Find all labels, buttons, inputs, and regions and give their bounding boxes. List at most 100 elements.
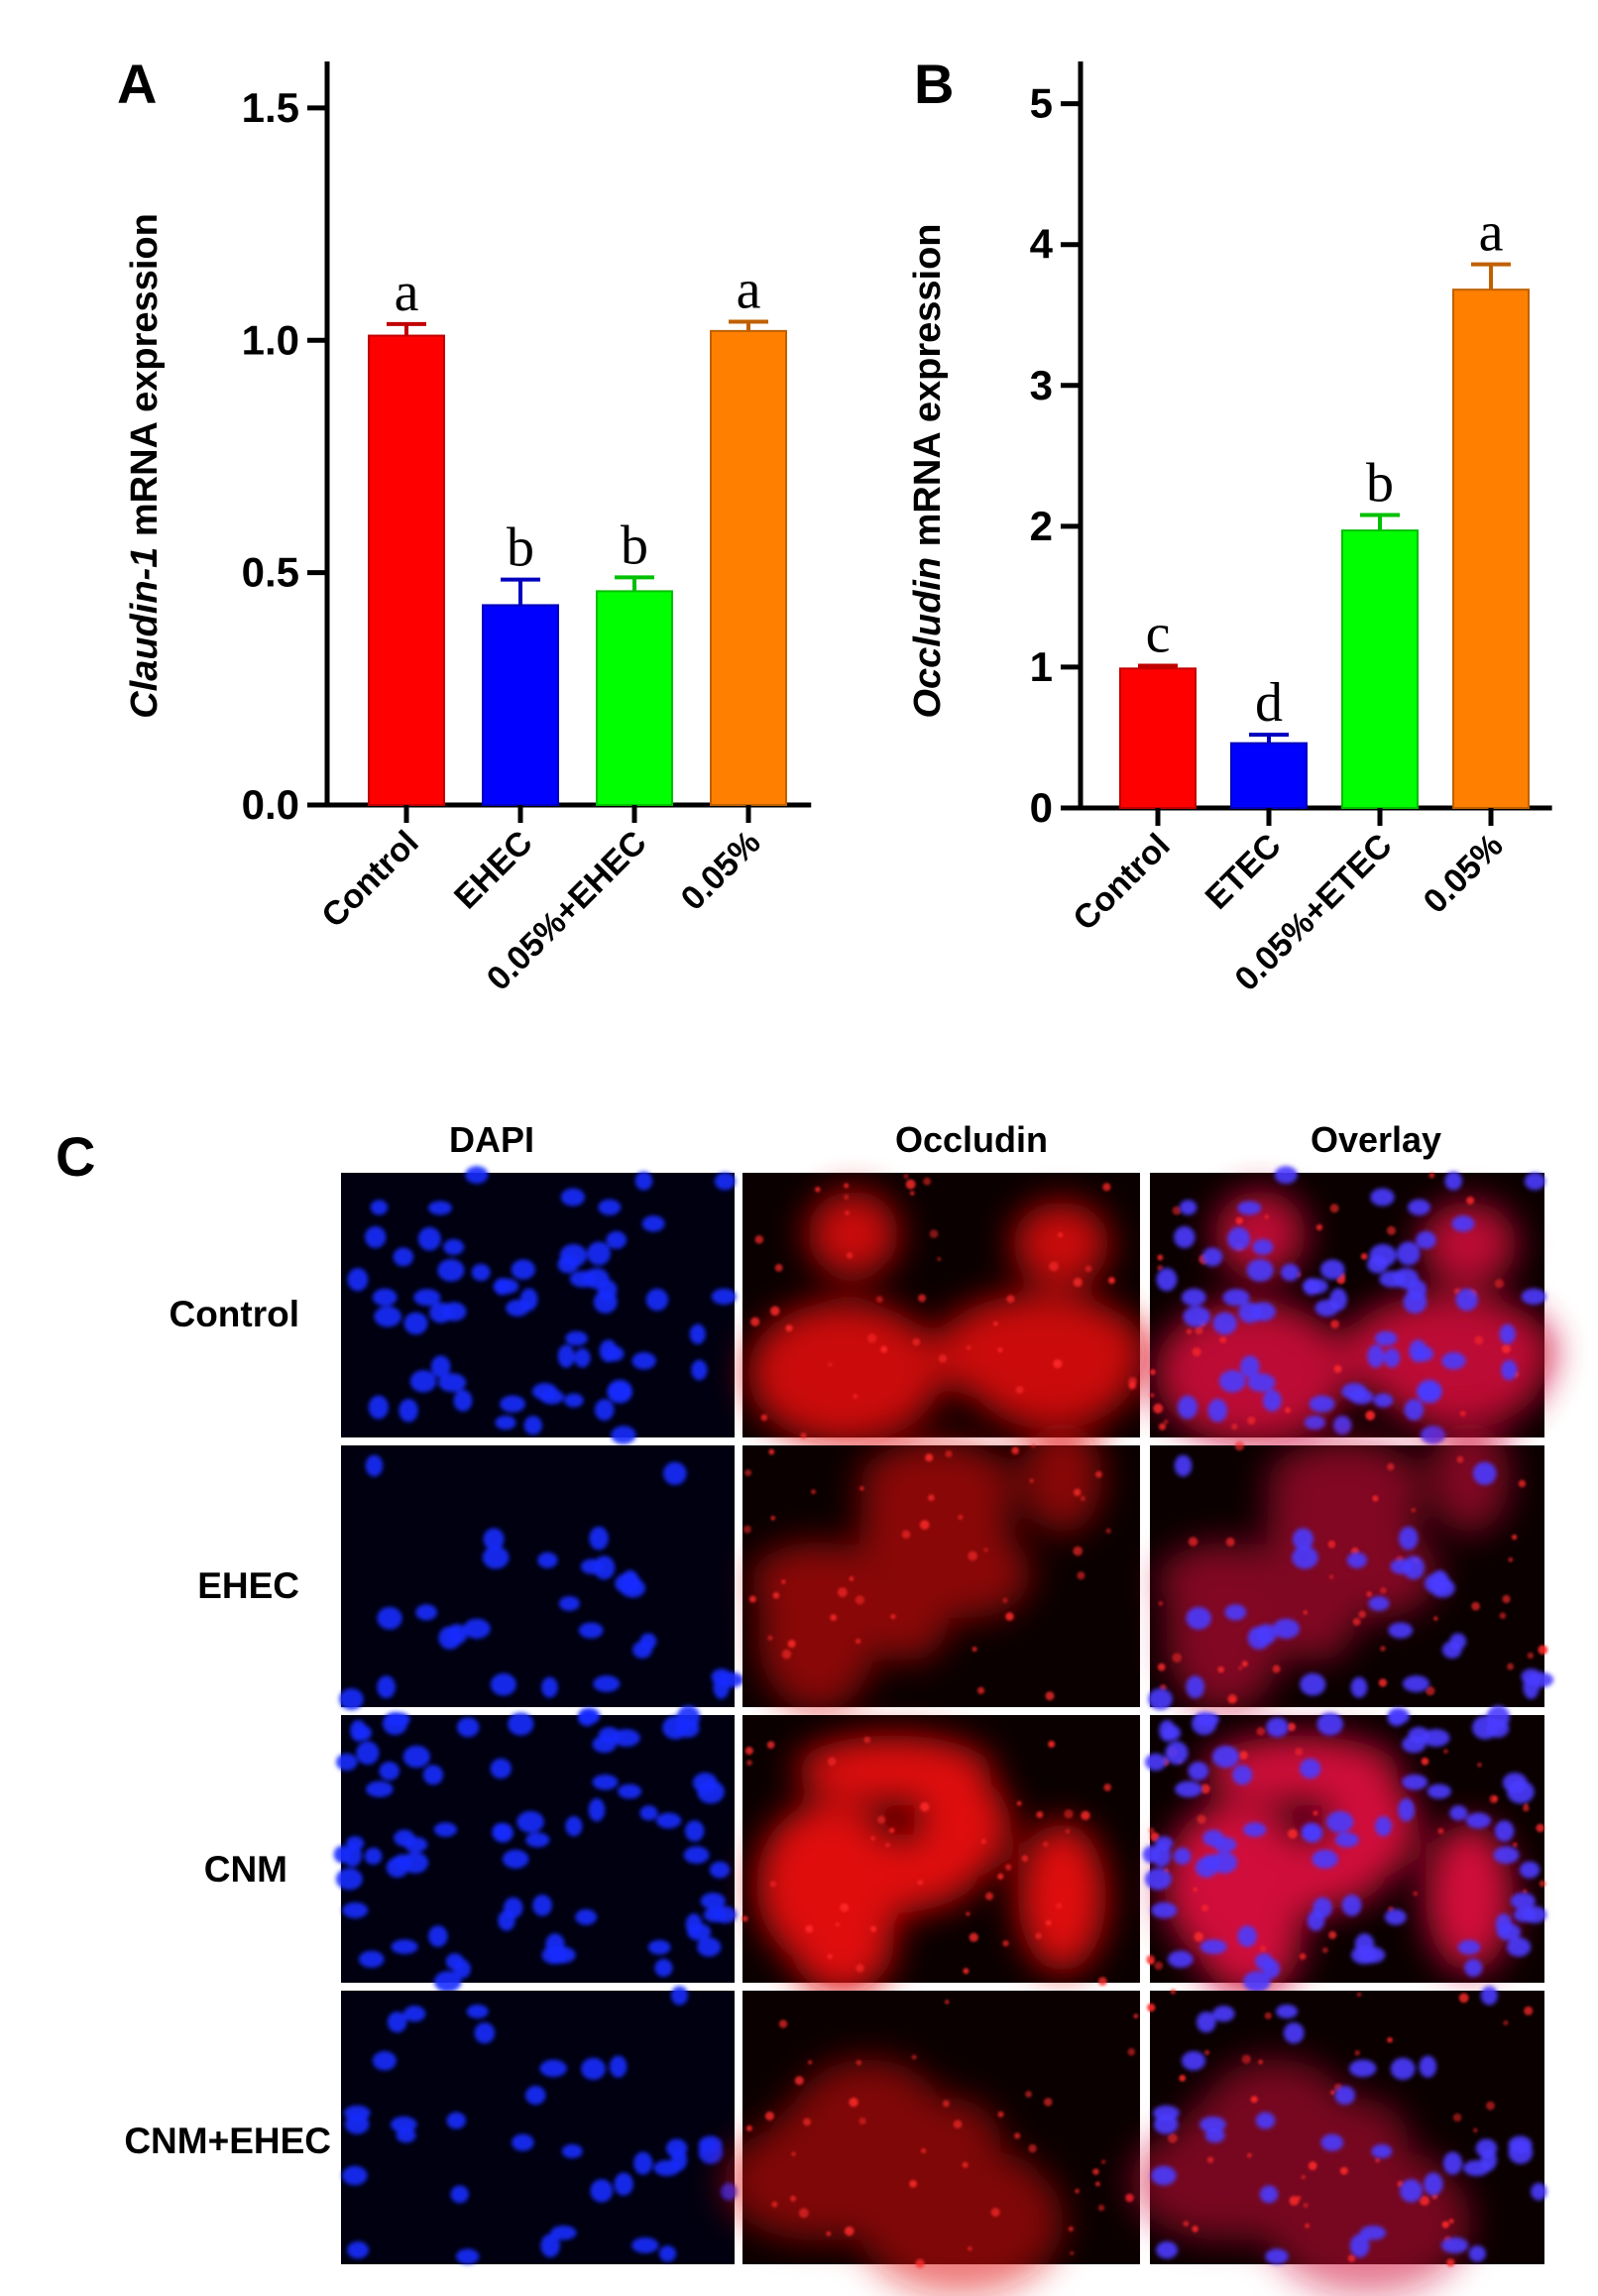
occludin-signal — [1012, 1202, 1109, 1287]
nucleus — [605, 1345, 625, 1362]
nucleus — [1218, 1370, 1246, 1393]
occludin-speck — [997, 1873, 1004, 1880]
micrograph-ehec-overlay — [1148, 1422, 1554, 1713]
occludin-signal — [723, 2122, 914, 2241]
nucleus — [364, 1847, 383, 1865]
nucleus — [430, 1355, 451, 1378]
occludin-speck — [1195, 1325, 1203, 1335]
nucleus — [1472, 1461, 1497, 1485]
micrograph-cnm-ehec-occludin — [723, 1991, 1140, 2296]
nucleus — [1350, 1676, 1368, 1698]
row-label-cnm-ehec: CNM+EHEC — [124, 2121, 331, 2161]
occludin-signal — [1022, 1422, 1102, 1534]
nucleus — [453, 1389, 473, 1412]
nucleus — [692, 1772, 718, 1793]
occludin-speck — [971, 1647, 977, 1653]
nucleus — [1320, 2133, 1344, 2151]
nucleus — [417, 1226, 441, 1251]
nucleus — [390, 2116, 417, 2133]
occludin-speck — [769, 1306, 780, 1317]
chart-a-bar — [482, 604, 559, 806]
occludin-speck — [1295, 1747, 1304, 1756]
occludin-speck — [1524, 2006, 1534, 2015]
occludin-speck — [830, 1614, 838, 1621]
occludin-speck — [1179, 2074, 1187, 2082]
nucleus — [541, 1945, 568, 1965]
nucleus — [1464, 1958, 1483, 1978]
nucleus — [565, 1330, 588, 1346]
occludin-speck — [1203, 2049, 1210, 2056]
nucleus — [709, 1861, 731, 1879]
occludin-speck — [1380, 1646, 1386, 1652]
occludin-speck — [1146, 1954, 1156, 1964]
occludin-speck — [837, 1587, 848, 1598]
nucleus — [1468, 2245, 1486, 2262]
nucleus — [463, 1618, 491, 1640]
nucleus — [1398, 1797, 1415, 1822]
nucleus — [1521, 1668, 1541, 1685]
nucleus — [523, 1416, 542, 1435]
occludin-speck — [875, 1296, 883, 1304]
nucleus — [1281, 1263, 1300, 1282]
nucleus — [559, 1243, 588, 1268]
occludin-signal — [807, 1191, 899, 1278]
nucleus — [422, 1765, 444, 1785]
occludin-speck — [1077, 1571, 1085, 1580]
occludin-speck — [1372, 1495, 1379, 1502]
nucleus — [1373, 1393, 1394, 1408]
nucleus — [490, 1672, 516, 1696]
occludin-speck — [855, 1595, 864, 1605]
occludin-speck — [869, 1925, 877, 1932]
panel-c-micrographs: C DAPI Occludin Overlay Control EHEC CNM… — [56, 1119, 1554, 2296]
occludin-speck — [1068, 2226, 1074, 2232]
occludin-speck — [1238, 1665, 1243, 1670]
row-label-control: Control — [169, 1294, 299, 1334]
nucleus — [1390, 1558, 1413, 1574]
occludin-speck — [1347, 2254, 1356, 2262]
occludin-speck — [1448, 2219, 1454, 2225]
occludin-speck — [1053, 1359, 1063, 1369]
nucleus — [1144, 1753, 1167, 1772]
chart-b-category-label: 0.05% — [1417, 827, 1511, 921]
occludin-speck — [766, 1741, 775, 1749]
chart-b-ytick-label: 4 — [1030, 221, 1054, 268]
nucleus — [1334, 1832, 1359, 1848]
nucleus — [655, 1812, 682, 1829]
nucleus — [346, 1836, 365, 1851]
occludin-speck — [1108, 1277, 1115, 1284]
occludin-speck — [1437, 1827, 1444, 1835]
nucleus — [456, 1717, 480, 1738]
occludin-speck — [1452, 2113, 1462, 2123]
chart-b-bar — [1341, 529, 1419, 809]
occludin-speck — [920, 2147, 927, 2154]
nucleus — [492, 1822, 514, 1843]
occludin-speck — [1031, 1443, 1036, 1448]
occludin-speck — [750, 1317, 760, 1326]
chart-b-significance-letter: a — [1479, 202, 1504, 264]
nucleus — [372, 2050, 397, 2071]
nucleus — [347, 2240, 370, 2259]
nucleus — [344, 2114, 370, 2134]
nucleus — [393, 1854, 411, 1869]
nucleus — [598, 1199, 622, 1215]
col-header-occludin: Occludin — [895, 1119, 1048, 1160]
nucleus — [632, 1641, 652, 1659]
occludin-speck — [1433, 1616, 1438, 1621]
nucleus — [372, 1288, 398, 1307]
nucleus — [347, 1268, 369, 1292]
nucleus — [1312, 1849, 1338, 1869]
nucleus — [1404, 1399, 1425, 1421]
nucleus — [1274, 1166, 1298, 1185]
occludin-speck — [1172, 1205, 1182, 1215]
nucleus — [1368, 1596, 1390, 1611]
nucleus — [516, 1810, 544, 1833]
chart-a-category-label: EHEC — [447, 824, 540, 917]
occludin-speck — [1097, 2204, 1105, 2212]
occludin-signal — [1304, 2098, 1409, 2184]
nucleus — [413, 1289, 441, 1307]
occludin-speck — [880, 1345, 888, 1353]
nucleus — [1222, 1289, 1250, 1307]
nucleus — [366, 1780, 394, 1797]
occludin-speck — [966, 1345, 971, 1350]
occludin-speck — [976, 1686, 985, 1694]
